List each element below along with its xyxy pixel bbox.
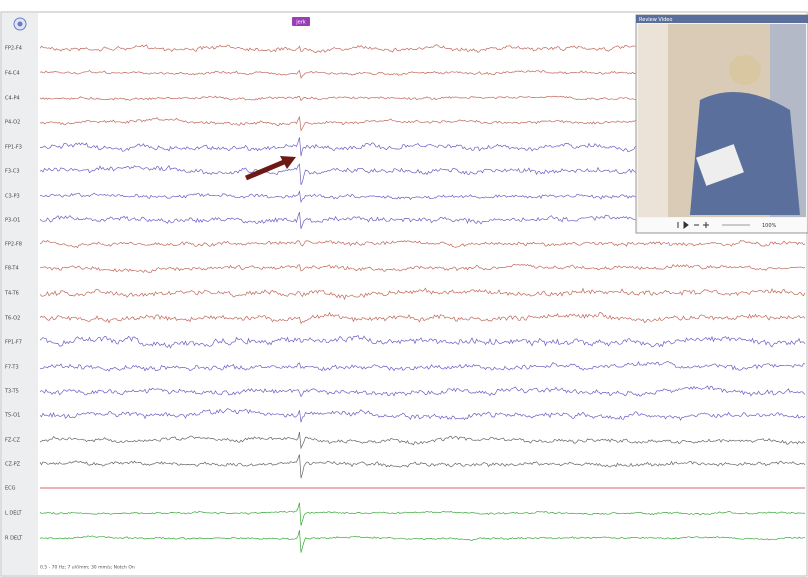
- channel-label: FZ-CZ: [5, 438, 21, 444]
- status-bar: 0.5 - 70 Hz; 7 uV/mm; 30 mm/s; Notch On: [40, 565, 135, 571]
- video-curtain: [638, 24, 668, 217]
- channel-label: F8-T4: [5, 266, 19, 272]
- montage-icon: [18, 22, 23, 27]
- channel-label: T3-T5: [4, 389, 19, 395]
- video-person-head: [729, 55, 761, 85]
- video-window: Review Video 100%: [636, 15, 808, 233]
- channel-label: P3-O1: [5, 218, 20, 224]
- channel-label: FP1-F7: [5, 340, 22, 346]
- video-title: Review Video: [639, 17, 672, 23]
- channel-label: L DELT: [5, 511, 22, 517]
- channel-label: F7-T3: [5, 365, 19, 371]
- channel-label: FP2-F4: [5, 46, 22, 52]
- channel-label: P4-O2: [5, 120, 20, 126]
- event-marker-label: jerk: [295, 20, 306, 26]
- channel-label: T6-O2: [4, 316, 20, 322]
- channel-label: T5-O1: [4, 413, 20, 419]
- eeg-review-screen: jerk Review Video 100% 0.5 - 70 Hz; 7 uV…: [0, 0, 808, 577]
- channel-label: F4-C4: [5, 71, 20, 77]
- channel-label: FP1-F3: [5, 145, 22, 151]
- channel-label: CZ-PZ: [5, 462, 21, 468]
- channel-label: R DELT: [5, 536, 23, 542]
- channel-label: FP2-F8: [5, 242, 22, 248]
- channel-label: T4-T6: [4, 291, 19, 297]
- channel-label: C3-P3: [5, 194, 20, 200]
- video-person-body: [690, 92, 800, 215]
- channel-label: ECG: [5, 486, 16, 492]
- channel-label: F3-C3: [5, 169, 20, 175]
- video-zoom: 100%: [762, 223, 777, 229]
- channel-label: C4-P4: [5, 96, 20, 102]
